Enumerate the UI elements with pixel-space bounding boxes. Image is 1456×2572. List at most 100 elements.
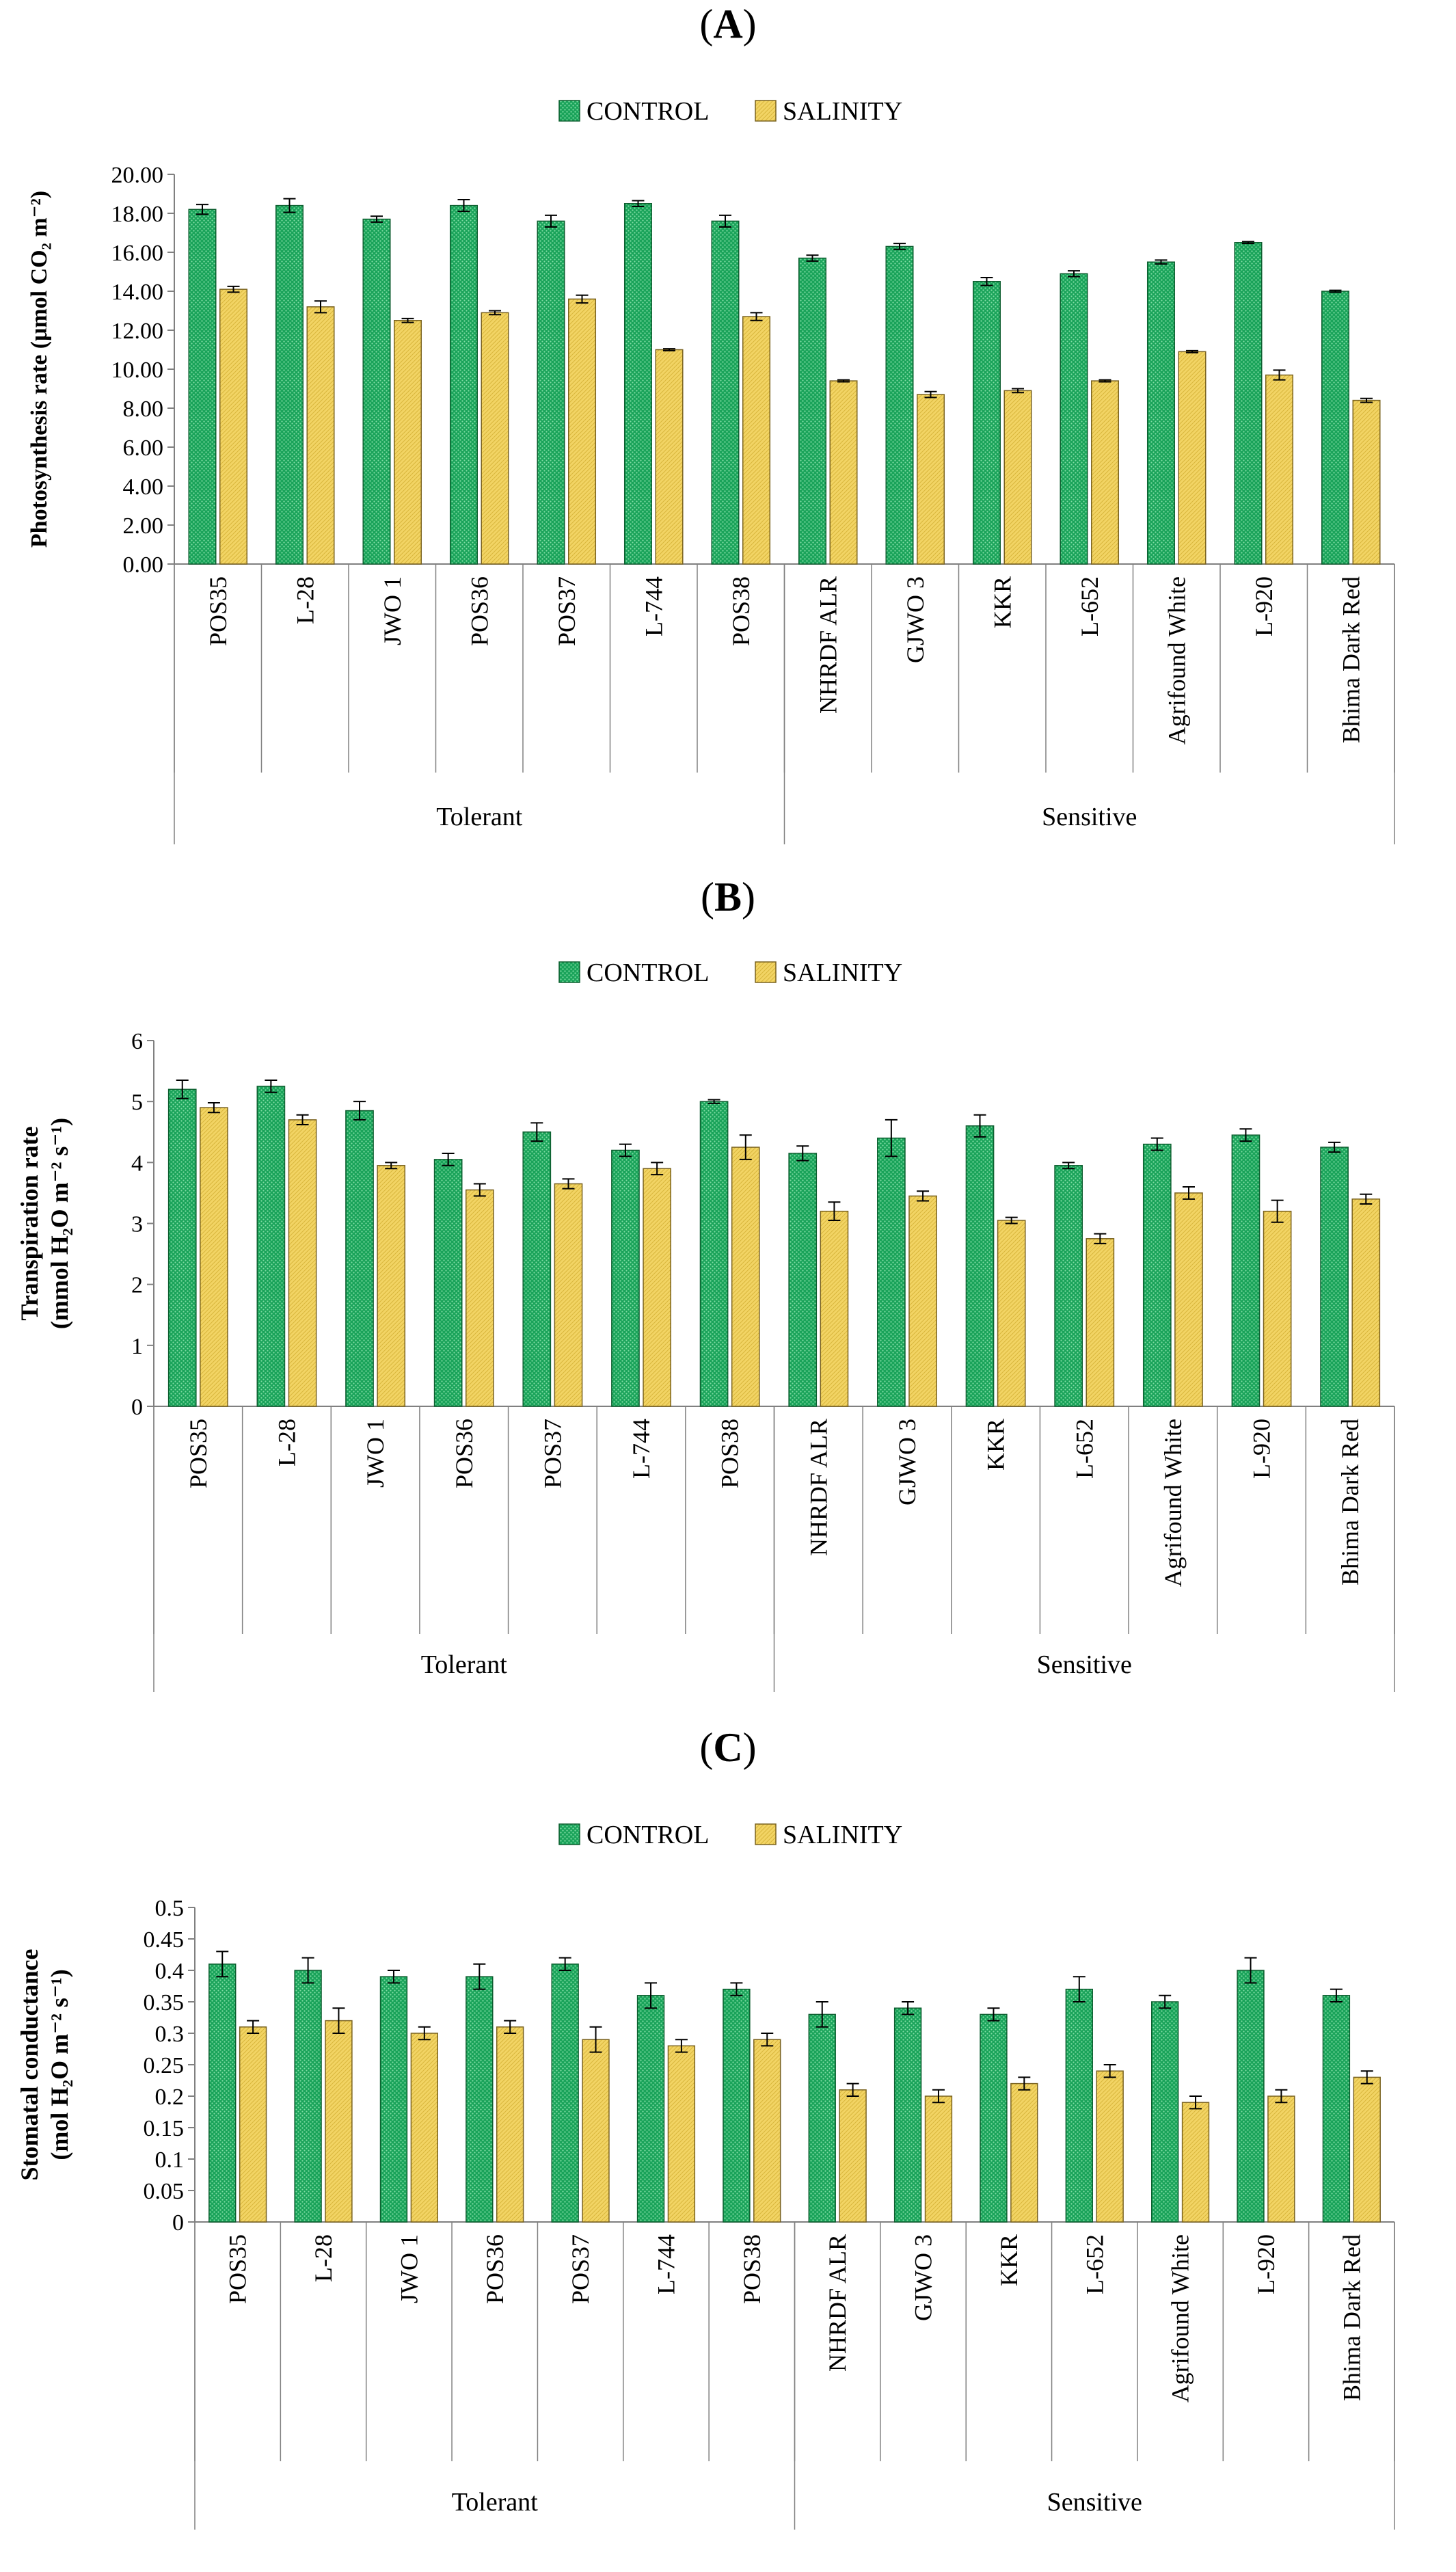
bar-salinity	[917, 394, 945, 565]
x-tick-label: GJWO 3	[893, 1419, 921, 1505]
bar-salinity	[325, 2020, 353, 2223]
y-tick-label: 0.1	[155, 2147, 185, 2173]
y-tick-label: 0.25	[144, 2053, 185, 2078]
bar-salinity	[924, 2095, 953, 2223]
x-tick-label: L-652	[1081, 2234, 1108, 2294]
x-tick-label: Bhima Dark Red	[1336, 1419, 1364, 1585]
x-tick-label: POS36	[481, 2234, 509, 2304]
x-tick-label: POS35	[185, 1419, 212, 1488]
y-tick-label: 18.00	[111, 202, 164, 227]
bar-control	[449, 204, 478, 565]
y-tick-label: 6	[131, 1029, 143, 1054]
y-tick-label: 0.4	[155, 1959, 185, 1984]
y-tick-label: 3	[131, 1212, 143, 1237]
bar-control	[1231, 1134, 1260, 1407]
group-label-sensitive: Sensitive	[1047, 2488, 1142, 2517]
bar-control	[379, 1976, 408, 2223]
group-label-tolerant: Tolerant	[436, 803, 523, 831]
bar-control	[1234, 242, 1263, 565]
bar-salinity	[1353, 2076, 1381, 2223]
bar-salinity	[753, 2039, 781, 2223]
bar-control	[611, 1149, 640, 1407]
bar-salinity	[1181, 2102, 1210, 2223]
bar-control	[551, 1964, 579, 2223]
x-tick-label: JWO 1	[395, 2234, 422, 2303]
bar-control	[623, 203, 652, 565]
legend-swatch-salinity	[755, 100, 777, 122]
bar-salinity	[643, 1168, 671, 1407]
bar-control	[972, 281, 1001, 565]
y-tick-label: 14.00	[111, 280, 164, 305]
bar-control	[522, 1131, 552, 1407]
x-tick-label: Agrifound White	[1167, 2234, 1194, 2402]
x-tick-label: KKR	[982, 1419, 1010, 1471]
bar-salinity	[667, 2045, 696, 2223]
x-tick-label: L-920	[1250, 576, 1278, 637]
bar-control	[877, 1137, 906, 1407]
bar-control	[1146, 261, 1175, 565]
panel-label: (B)	[701, 874, 755, 920]
bar-control	[1060, 273, 1088, 565]
bar-salinity	[731, 1147, 760, 1407]
x-tick-label: POS38	[738, 2234, 766, 2304]
bar-salinity	[1091, 380, 1120, 565]
x-tick-label: POS35	[224, 2234, 252, 2304]
x-tick-label: GJWO 3	[910, 2234, 937, 2321]
bar-control	[362, 218, 391, 565]
bar-salinity	[568, 298, 597, 565]
y-tick-label: 1	[131, 1334, 143, 1359]
bar-salinity	[1265, 374, 1294, 565]
legend-label-control: CONTROL	[587, 97, 709, 126]
bar-control	[711, 220, 740, 565]
y-axis-title: Photosynthesis rate (μmol CO₂ m⁻²)	[27, 191, 52, 548]
bar-salinity	[306, 306, 335, 565]
legend-swatch-salinity	[755, 1823, 777, 1845]
bar-control	[275, 204, 304, 565]
x-tick-label: POS35	[204, 576, 232, 646]
legend: CONTROL SALINITY	[558, 1821, 902, 1849]
x-tick-label: L-652	[1076, 576, 1103, 637]
legend-label-control: CONTROL	[587, 959, 709, 987]
bar-control	[433, 1159, 463, 1407]
y-tick-label: 0.35	[144, 1990, 185, 2015]
bar-control	[466, 1976, 494, 2223]
legend-label-salinity: SALINITY	[783, 97, 902, 126]
x-tick-label: POS37	[567, 2234, 594, 2304]
chart-panel-2: (C) CONTROL SALINITY 0 0.05 0.1 0.15 0.2 0.25 0.3…	[16, 1725, 1395, 2530]
y-tick-label: 4.00	[123, 474, 164, 500]
x-tick-label: NHRDF ALR	[805, 1419, 832, 1556]
bar-salinity	[1352, 399, 1381, 565]
bar-salinity	[1096, 2070, 1124, 2223]
bar-control	[1322, 1995, 1351, 2223]
bar-salinity	[394, 320, 422, 565]
y-tick-label: 20.00	[111, 163, 164, 188]
bar-salinity	[410, 2033, 439, 2223]
group-label-tolerant: Tolerant	[452, 2488, 539, 2517]
bar-control	[636, 1995, 665, 2223]
legend-swatch-control	[558, 100, 580, 122]
x-tick-label: Agrifound White	[1159, 1419, 1187, 1587]
y-tick-label: 4	[131, 1151, 143, 1176]
bar-control	[1054, 1165, 1083, 1407]
bar-salinity	[1010, 2082, 1038, 2223]
bar-control	[1142, 1143, 1172, 1407]
y-axis-title-units: (mmol H₂O m⁻² s⁻¹)	[46, 1118, 73, 1329]
bar-salinity	[554, 1183, 583, 1407]
x-tick-label: JWO 1	[362, 1419, 389, 1488]
bar-control	[965, 1125, 995, 1407]
bar-salinity	[466, 1189, 494, 1407]
bar-salinity	[288, 1119, 317, 1407]
y-tick-label: 0.45	[144, 1927, 185, 1953]
y-tick-label: 16.00	[111, 241, 164, 266]
group-label-sensitive: Sensitive	[1042, 803, 1137, 831]
y-axis-title-units: (mol H₂O m⁻² s⁻¹)	[46, 1969, 73, 2160]
x-tick-label: POS38	[716, 1419, 744, 1488]
bar-salinity	[219, 289, 248, 565]
bar-salinity	[496, 2026, 524, 2223]
x-tick-label: L-920	[1248, 1419, 1276, 1479]
y-tick-label: 0	[131, 1395, 143, 1420]
bar-control	[893, 2007, 922, 2223]
y-tick-label: 6.00	[123, 436, 164, 461]
bar-control	[167, 1088, 197, 1407]
x-tick-label: L-652	[1070, 1419, 1098, 1479]
